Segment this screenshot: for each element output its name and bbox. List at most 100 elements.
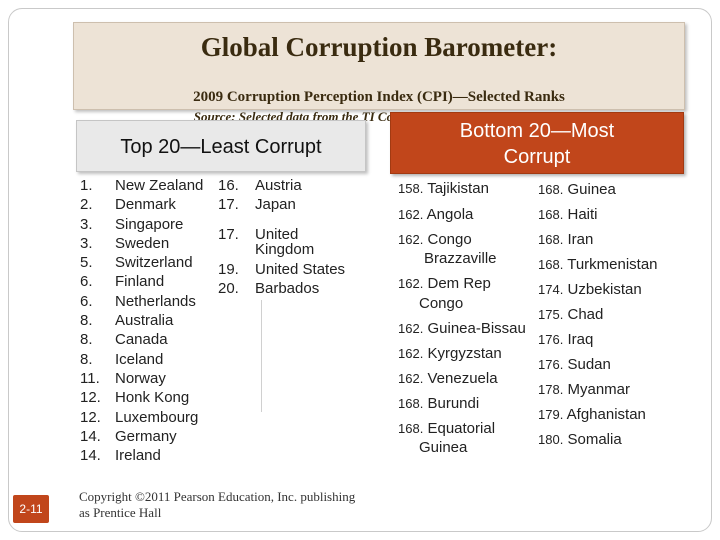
country: Myanmar: [567, 381, 630, 398]
country: Afghanistan: [566, 406, 646, 423]
country: Singapore: [115, 215, 184, 233]
least-corrupt-list-2: 16. Austria 17. Japan 17. United Kingdom 19.…: [218, 176, 355, 298]
country: Equatorial: [427, 420, 496, 437]
country: Guinea-Bissau: [427, 320, 526, 337]
rank: 180.: [538, 432, 564, 447]
list-item: 168. Equatorial: [398, 420, 495, 437]
country: Australia: [115, 312, 174, 330]
list-item: 16. Austria: [218, 176, 355, 195]
rank: 175.: [538, 307, 564, 322]
country: Iran: [567, 231, 594, 248]
list-item: 12. Luxembourg: [80, 408, 203, 427]
list-item: 176. Iraq: [538, 331, 593, 348]
rank: 162.: [398, 371, 424, 386]
country: Kyrgyzstan: [427, 345, 502, 362]
rank: 162.: [398, 207, 424, 222]
rank: 8.: [80, 350, 93, 368]
list-item: 14. Germany: [80, 427, 203, 446]
rank: 168.: [538, 182, 564, 197]
list-item: 2. Denmark: [80, 195, 203, 214]
list-item: 158. Tajikistan: [398, 180, 489, 197]
country: Uzbekistan: [567, 281, 642, 298]
copyright-notice: Copyright ©2011 Pearson Education, Inc. …: [79, 489, 389, 521]
list-item: 6. Netherlands: [80, 292, 203, 311]
list-item: 5. Switzerland: [80, 253, 203, 272]
rank: 168.: [538, 232, 564, 247]
country: United States: [255, 260, 346, 278]
list-item: 1. New Zealand: [80, 176, 203, 195]
country: Chad: [567, 306, 604, 323]
copyright-line2: as Prentice Hall: [79, 505, 162, 520]
rank: 174.: [538, 282, 564, 297]
list-item: 176. Sudan: [538, 356, 611, 373]
country-line2: Guinea: [419, 439, 468, 456]
country: United Kingdom: [255, 227, 355, 257]
list-item: 180. Somalia: [538, 431, 622, 448]
country-line2: Brazzaville: [424, 250, 497, 267]
country: Iceland: [115, 350, 164, 368]
country: Angola: [426, 206, 474, 223]
list-item: 162. Congo: [398, 231, 472, 248]
rank: 20.: [218, 279, 239, 297]
country: Sweden: [115, 234, 170, 252]
country-line2: Kingdom: [255, 240, 315, 258]
title-banner: Global Corruption Barometer: 2009 Corrup…: [73, 22, 685, 124]
rank: 14.: [80, 447, 101, 465]
list-item: 162. Guinea-Bissau: [398, 320, 526, 337]
rank: 17.: [218, 225, 239, 243]
country: Iraq: [567, 331, 594, 348]
list-item: 14. Ireland: [80, 446, 203, 465]
country: Tajikistan: [427, 180, 489, 197]
rank: 6.: [80, 292, 93, 310]
country: Switzerland: [115, 254, 193, 272]
list-item: 8. Australia: [80, 311, 203, 330]
country-line1: United: [255, 225, 299, 243]
list-item: 168. Haiti: [538, 206, 598, 223]
country: New Zealand: [115, 177, 204, 194]
country-line2: Congo: [419, 295, 464, 312]
list-item: 6. Finland: [80, 272, 203, 291]
rank: 12.: [80, 389, 101, 407]
rank: 168.: [538, 207, 564, 222]
country: Japan: [255, 196, 296, 214]
list-item: 3. Singapore: [80, 215, 203, 234]
list-item: 175. Chad: [538, 306, 603, 323]
country: Finland: [115, 273, 165, 291]
country: Netherlands: [115, 292, 196, 310]
rank: 162.: [398, 346, 424, 361]
rank: 178.: [538, 382, 564, 397]
country: Barbados: [255, 279, 320, 297]
rank: 168.: [398, 396, 424, 411]
slide-title: Global Corruption Barometer:: [200, 32, 558, 62]
most-corrupt-heading: Bottom 20—Most Corrupt: [390, 112, 684, 174]
country: Norway: [115, 369, 166, 387]
list-item: 17. Japan: [218, 195, 355, 214]
list-item: 162. Kyrgyzstan: [398, 345, 502, 362]
rank: 176.: [538, 332, 564, 347]
list-item: 19. United States: [218, 260, 355, 279]
country: Somalia: [567, 431, 622, 448]
country: Honk Kong: [115, 389, 190, 407]
slide-subtitle: 2009 Corruption Perception Index (CPI)—S…: [193, 89, 565, 105]
rank: 11.: [80, 369, 100, 387]
rank: 158.: [398, 181, 424, 196]
rank: 3.: [80, 215, 93, 233]
rank: 179.: [538, 407, 564, 422]
country: Burundi: [427, 395, 480, 412]
rank: 162.: [398, 321, 424, 336]
list-item: 179. Afghanistan: [538, 406, 646, 423]
list-item: 12. Honk Kong: [80, 388, 203, 407]
country: Luxembourg: [115, 408, 199, 426]
copyright-line1: Copyright ©2011 Pearson Education, Inc. …: [79, 489, 356, 504]
country: Haiti: [567, 206, 598, 223]
least-corrupt-heading: Top 20—Least Corrupt: [76, 120, 366, 172]
rank: 8.: [80, 312, 93, 330]
country: Sudan: [567, 356, 611, 373]
country: Canada: [115, 331, 168, 349]
country: Denmark: [115, 196, 176, 214]
country: Congo: [427, 231, 472, 248]
list-item: 20. Barbados: [218, 279, 355, 298]
list-item: 8. Canada: [80, 330, 203, 349]
list-item: 162. Angola: [398, 206, 473, 223]
list-item: 178. Myanmar: [538, 381, 630, 398]
